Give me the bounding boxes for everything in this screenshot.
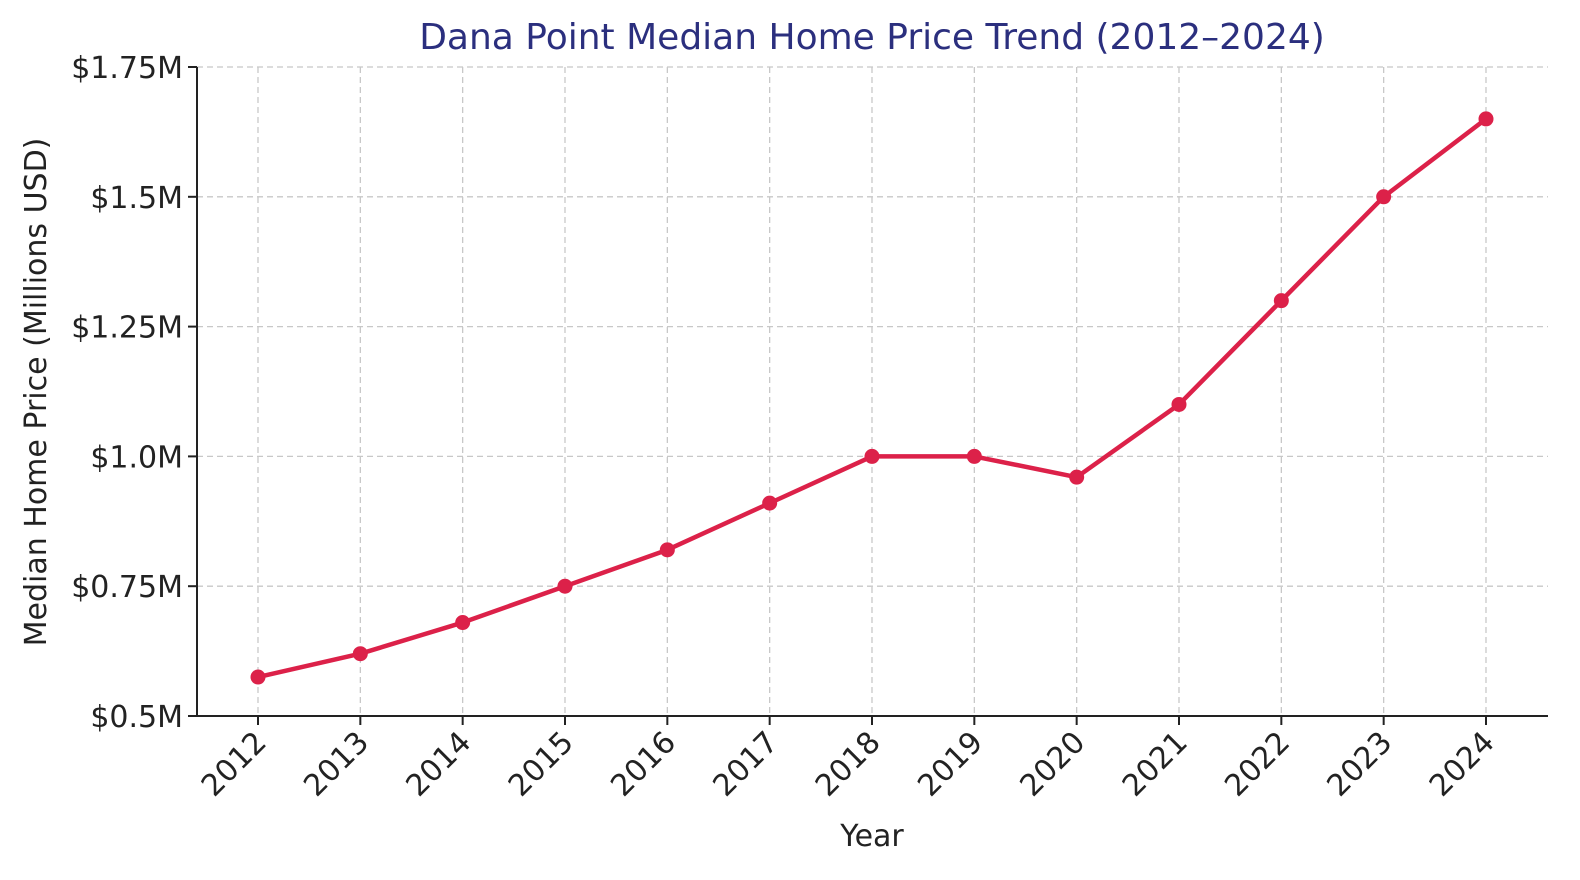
y-tick-label: $0.5M <box>90 700 183 735</box>
data-point <box>1478 111 1494 127</box>
grid <box>197 66 1548 717</box>
x-tick-label: 2019 <box>911 725 990 804</box>
x-tick-label: 2012 <box>195 725 274 804</box>
x-tick-label: 2015 <box>502 725 581 804</box>
data-point <box>352 646 368 662</box>
y-tick-label: $0.75M <box>71 570 183 605</box>
ticks: 2012 2013 2014 2015 2016 2017 2018 2019 2020 2021… <box>71 51 1501 804</box>
x-tick-label: 2014 <box>400 725 479 804</box>
x-tick-label: 2022 <box>1218 725 1297 804</box>
x-tick-label: 2017 <box>707 725 786 804</box>
y-tick-label: $1.5M <box>90 181 183 216</box>
x-axis-label: Year <box>839 819 904 854</box>
x-tick-label: 2023 <box>1321 725 1400 804</box>
data-point <box>864 448 880 464</box>
x-tick-label: 2016 <box>604 725 683 804</box>
x-tick-label: 2020 <box>1014 725 1093 804</box>
data-point <box>1069 469 1085 485</box>
data-point <box>1171 396 1187 412</box>
data-point <box>557 578 573 594</box>
data-point <box>1273 293 1289 309</box>
x-tick-label: 2024 <box>1423 725 1502 804</box>
data-point <box>250 669 266 685</box>
y-tick-label: $1.25M <box>71 311 183 346</box>
series <box>250 111 1494 685</box>
data-point <box>455 615 471 631</box>
data-point <box>1376 189 1392 205</box>
y-tick-label: $1.75M <box>71 51 183 86</box>
y-axis-label: Median Home Price (Millions USD) <box>19 138 54 647</box>
y-tick-label: $1.0M <box>90 440 183 475</box>
data-point <box>966 448 982 464</box>
x-tick-label: 2018 <box>809 725 888 804</box>
data-point <box>762 495 778 511</box>
x-tick-label: 2013 <box>297 725 376 804</box>
data-point <box>659 542 675 558</box>
x-tick-label: 2021 <box>1116 725 1195 804</box>
chart-title: Dana Point Median Home Price Trend (2012… <box>419 17 1325 58</box>
